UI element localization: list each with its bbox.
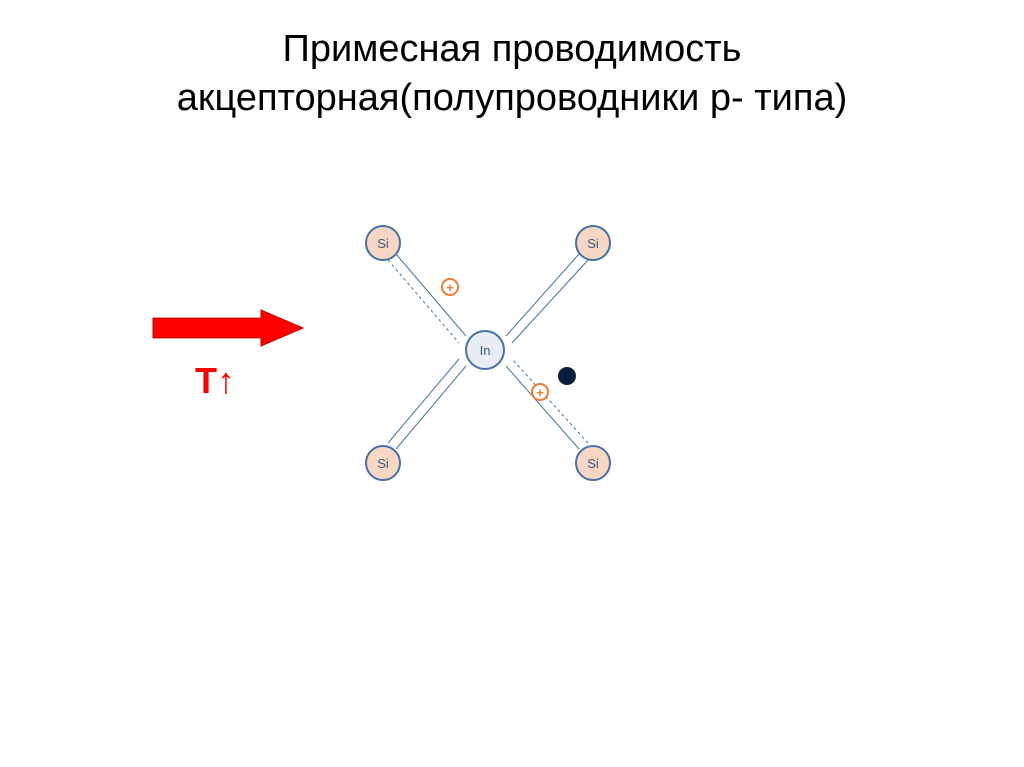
si-atom: Si: [365, 445, 401, 481]
bond-line: [512, 260, 588, 343]
bond-line: [388, 260, 459, 343]
bond-line: [512, 359, 588, 443]
center-atom: In: [465, 330, 505, 370]
hole-marker: +: [531, 383, 549, 401]
bond-diagram: [0, 0, 1024, 767]
arrow-icon: [153, 310, 303, 346]
hole-marker: +: [441, 278, 459, 296]
si-atom: Si: [575, 225, 611, 261]
bond-line: [396, 254, 466, 336]
si-atom: Si: [575, 445, 611, 481]
bond-line: [388, 359, 459, 443]
temperature-label: T↑: [195, 360, 235, 402]
bond-line: [506, 254, 579, 336]
si-atom: Si: [365, 225, 401, 261]
electron-marker: [558, 367, 576, 385]
bond-line: [396, 366, 466, 449]
